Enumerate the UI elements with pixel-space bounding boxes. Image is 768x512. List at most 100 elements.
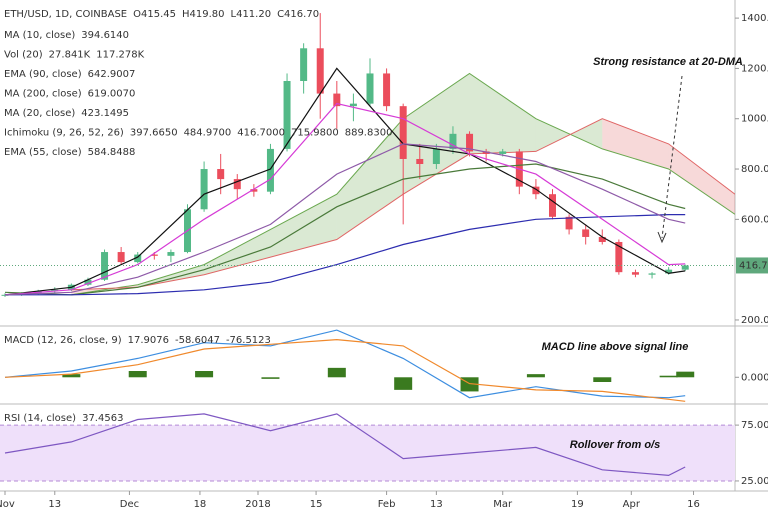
candle-body xyxy=(615,241,623,273)
legend-value: 423.1495 xyxy=(81,108,129,119)
rsi-band xyxy=(0,425,735,481)
histogram-bar xyxy=(593,377,612,382)
legend-value: 27.841K xyxy=(49,50,91,61)
y-tick-label: 200.00 xyxy=(741,315,768,326)
rsi-line xyxy=(4,413,686,477)
candle-body xyxy=(598,236,606,242)
legend-label: MACD (12, 26, close, 9) xyxy=(4,335,122,346)
y-tick-label: 0.0000 xyxy=(741,372,768,383)
x-tick-label: 2018 xyxy=(245,499,270,510)
legend-text: O415.45 xyxy=(133,9,176,20)
x-tick-label: Nov xyxy=(0,499,15,510)
legend-value: 416.7000 xyxy=(237,128,285,139)
x-tick-label: 18 xyxy=(194,499,207,510)
histogram-bar xyxy=(394,377,413,390)
y-tick-label: 1200.00 xyxy=(741,63,768,74)
candle-body xyxy=(250,189,258,192)
y-tick-label: 600.00 xyxy=(741,214,768,225)
candle-body xyxy=(482,151,490,154)
legend-label: Vol (20) xyxy=(4,50,43,61)
x-tick-label: Mar xyxy=(493,499,513,510)
legend-label: MA (10, close) xyxy=(4,30,75,41)
legend-value: 117.278K xyxy=(96,50,144,61)
legend-label: EMA (55, close) xyxy=(4,147,82,158)
annotation: Rollover from o/s xyxy=(570,439,660,451)
legend-text: ETH/USD, 1D, COINBASE xyxy=(4,9,127,20)
candle-body xyxy=(134,254,142,263)
candle-body xyxy=(631,272,639,275)
histogram-bar xyxy=(327,367,346,378)
x-tick-label: Dec xyxy=(120,499,139,510)
candle-body xyxy=(383,73,391,107)
annotation: MACD line above signal line xyxy=(542,341,689,353)
histogram-bar xyxy=(261,377,280,379)
legend-value: 715.9800 xyxy=(291,128,339,139)
x-tick-label: Apr xyxy=(623,499,641,510)
candle-body xyxy=(84,279,92,285)
candle-body xyxy=(283,80,291,149)
candle-body xyxy=(200,169,208,210)
y-tick-label: 1000.00 xyxy=(741,114,768,125)
candle-body xyxy=(399,106,407,159)
legend-value: 889.8300 xyxy=(345,128,393,139)
candle-body xyxy=(432,148,440,165)
legend-value: 37.4563 xyxy=(82,413,123,424)
cloud-fill xyxy=(204,229,271,275)
cloud-fill xyxy=(336,118,404,240)
candle-body xyxy=(333,93,341,107)
candle-body xyxy=(266,148,274,192)
candle-body xyxy=(681,265,689,270)
legend-value: 394.6140 xyxy=(81,30,129,41)
candle-body xyxy=(416,158,424,165)
legend-value: -58.6047 xyxy=(175,335,220,346)
candle-body xyxy=(565,216,573,230)
candle-body xyxy=(499,151,507,154)
y-tick-label: 800.00 xyxy=(741,164,768,175)
candle-body xyxy=(449,133,457,149)
candle-body xyxy=(51,289,59,292)
ma-line xyxy=(5,214,686,296)
legend-text: L411.20 xyxy=(231,9,272,20)
histogram-bar xyxy=(659,375,678,378)
legend-value: -76.5123 xyxy=(226,335,271,346)
candle-body xyxy=(349,103,357,107)
legend-value: 17.9076 xyxy=(128,335,169,346)
candle-body xyxy=(300,48,308,81)
histogram-bar xyxy=(195,371,214,378)
histogram-bar xyxy=(62,374,81,378)
candle-body xyxy=(101,252,109,280)
candle-body xyxy=(466,133,474,152)
indicator-line xyxy=(4,338,686,402)
y-tick-label: 75.0000 xyxy=(741,420,768,431)
y-tick-label: 25.0000 xyxy=(741,476,768,487)
candle-body xyxy=(366,73,374,104)
cloud-fill xyxy=(270,194,337,258)
candle-body xyxy=(150,254,158,256)
candle-body xyxy=(648,273,656,275)
legend-value: 619.0070 xyxy=(88,89,136,100)
annotation: Strong resistance at 20-DMA xyxy=(593,56,743,68)
histogram-bar xyxy=(526,374,545,378)
histogram-bar xyxy=(128,371,147,378)
candle-body xyxy=(532,186,540,195)
ma-line xyxy=(4,163,686,296)
cloud-fill xyxy=(137,264,205,288)
plot-area xyxy=(0,13,735,482)
x-tick-label: 19 xyxy=(571,499,584,510)
ma-line xyxy=(4,102,686,296)
ma-line xyxy=(4,67,686,296)
candle-body xyxy=(117,252,125,263)
legend-label: Ichimoku (9, 26, 52, 26) xyxy=(4,128,124,139)
x-tick-label: 16 xyxy=(687,499,700,510)
legend-value: 584.8488 xyxy=(88,147,136,158)
ma-line xyxy=(4,143,686,296)
legend-label: MA (20, close) xyxy=(4,108,75,119)
x-tick-label: Feb xyxy=(378,499,396,510)
cloud-fill xyxy=(668,143,735,215)
histogram-bar xyxy=(676,371,695,378)
annotation-arrowhead xyxy=(657,231,667,244)
legend-label: RSI (14, close) xyxy=(4,413,76,424)
legend-text: H419.80 xyxy=(182,9,225,20)
